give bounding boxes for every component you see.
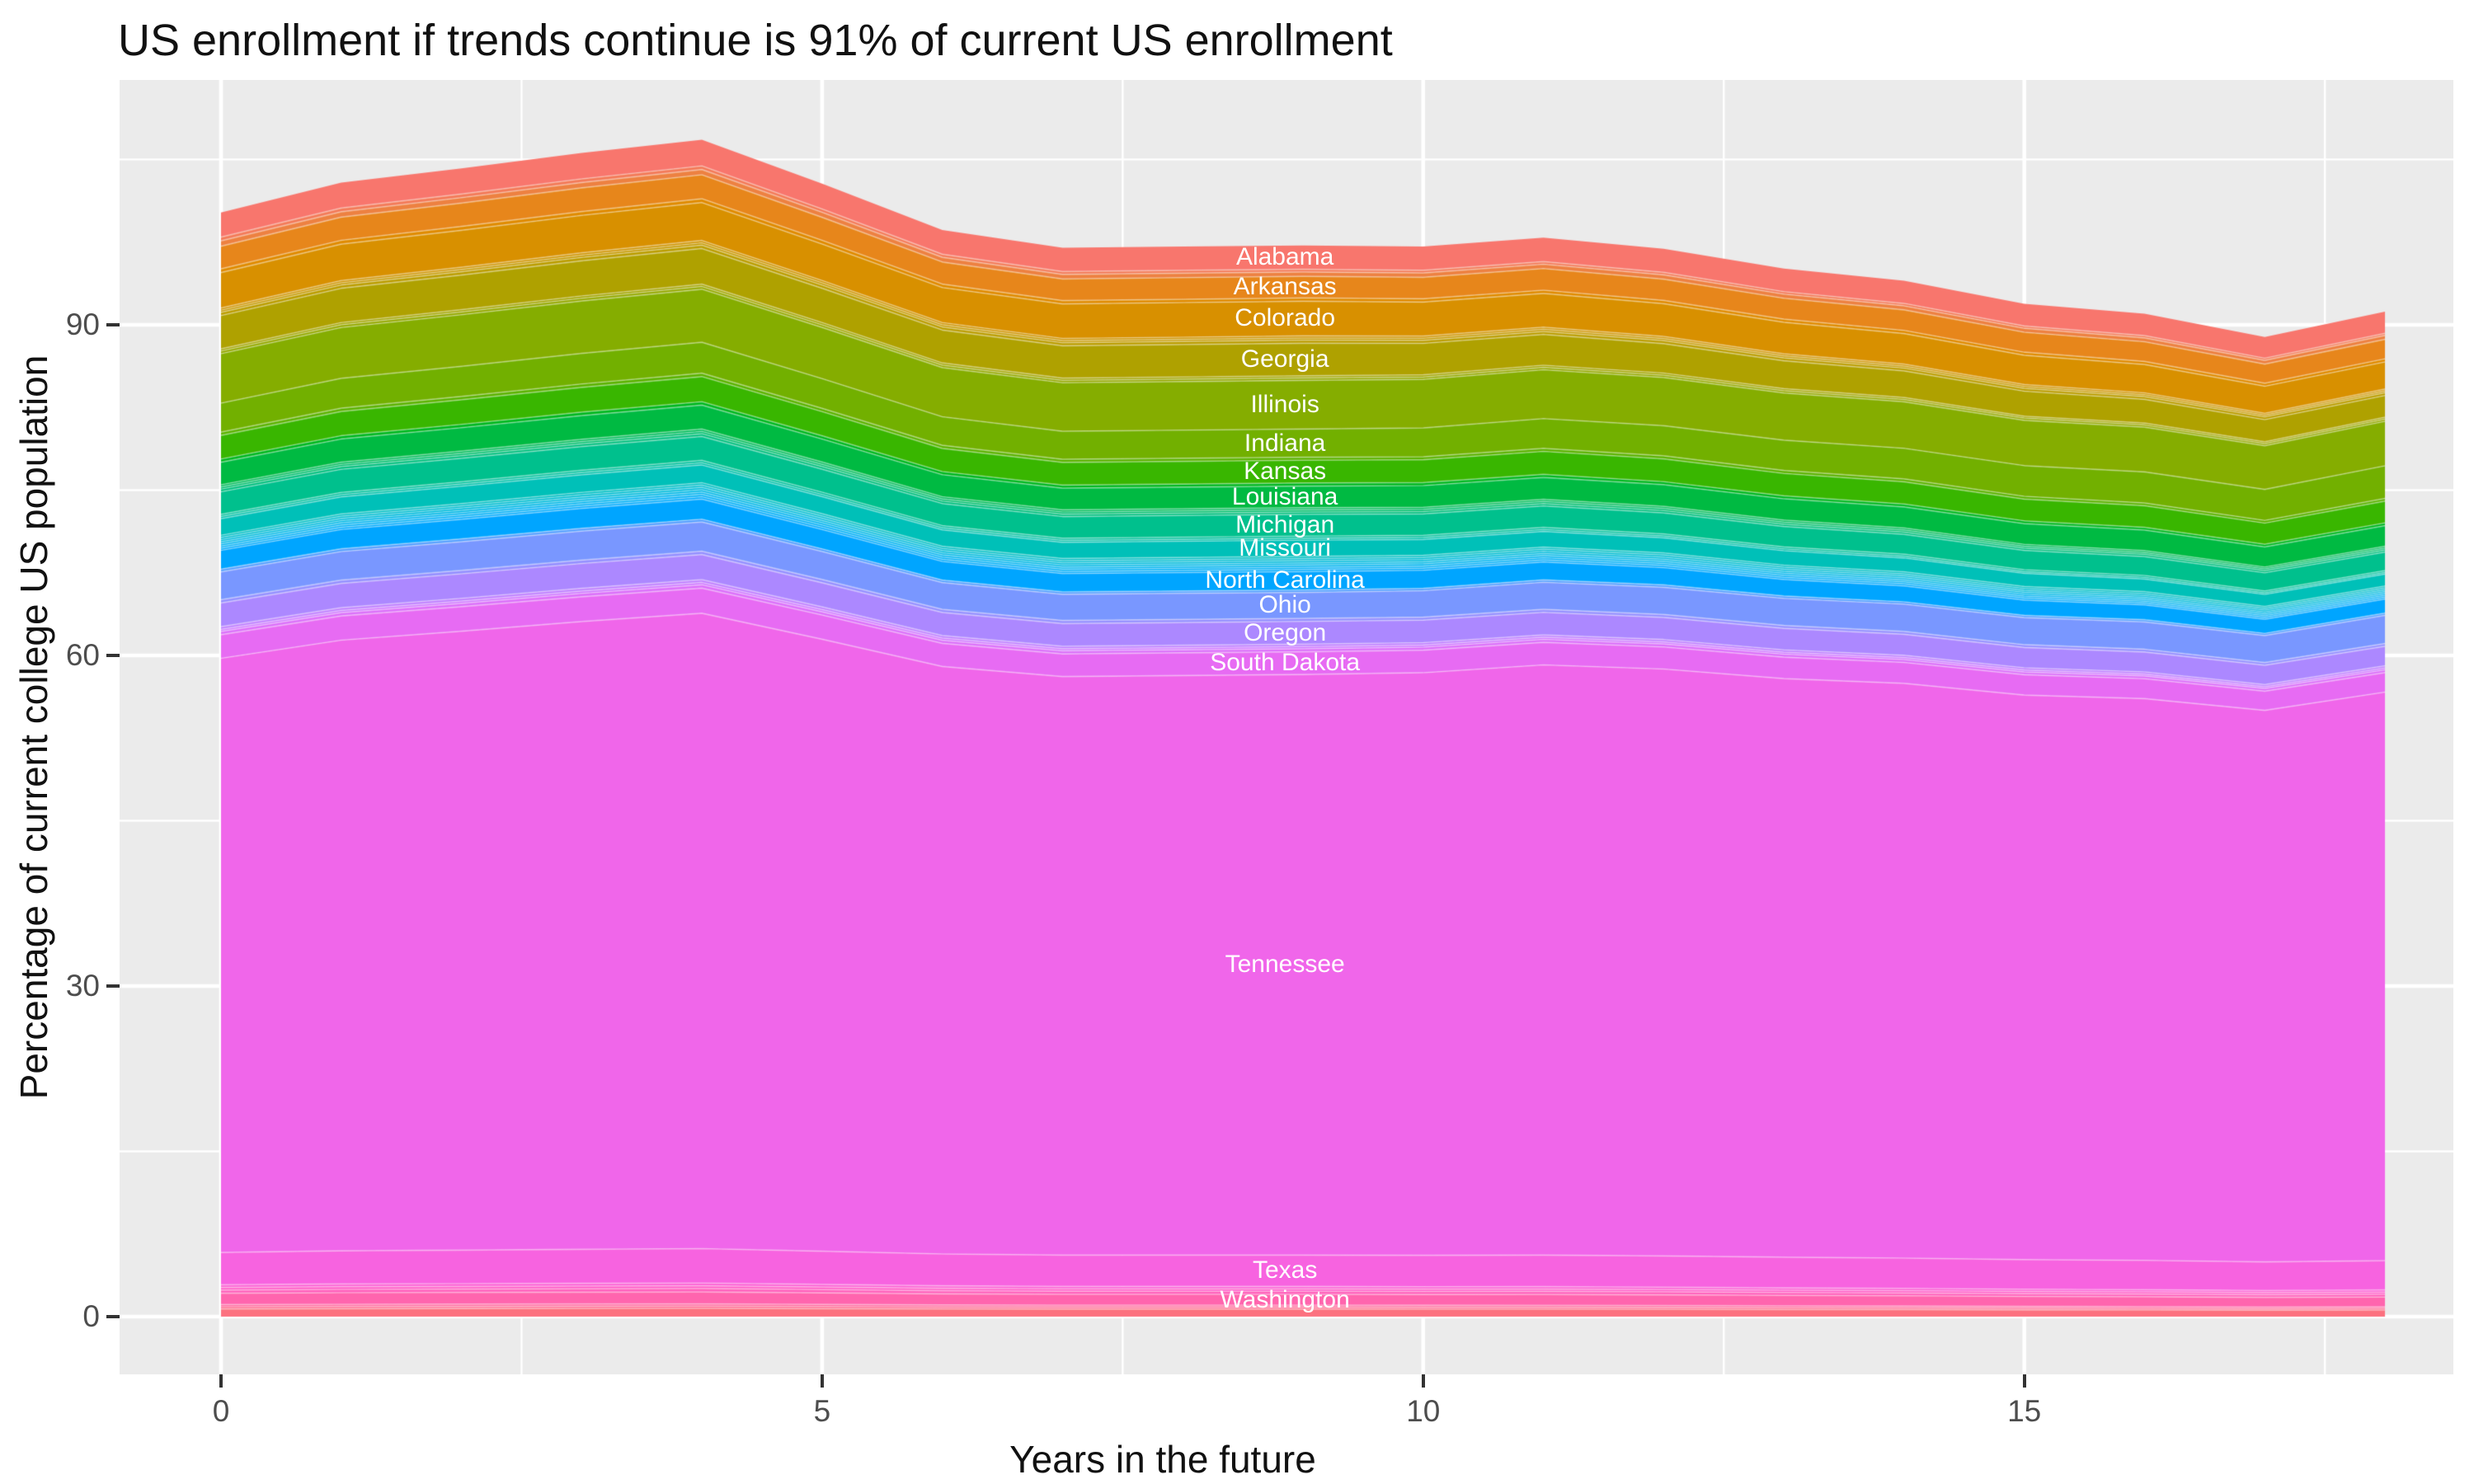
band-label-tennessee: Tennessee [1225,951,1345,979]
band-label-louisiana: Louisiana [1231,482,1338,510]
band-label-texas: Texas [1252,1256,1318,1284]
band-label-alabama: Alabama [1235,243,1334,271]
band-label-washington: Washington [1220,1285,1350,1313]
plot-panel: Alabama Arkansas Colorado Georgia Illinois In… [120,80,2453,1374]
x-tick-mark [1421,1374,1425,1388]
band-label-arkansas: Arkansas [1233,273,1337,301]
stacked-area-plot [120,80,2453,1374]
x-tick-label: 10 [1406,1394,1441,1428]
band-label-georgia: Georgia [1240,345,1329,373]
y-tick-label: 30 [65,968,100,1003]
y-tick-mark [106,653,120,657]
x-tick-mark [2022,1374,2026,1388]
band-label-kansas: Kansas [1244,458,1327,486]
band-label-illinois: Illinois [1250,390,1319,418]
band-label-south-dakota: South Dakota [1210,649,1361,677]
x-tick-mark [820,1374,824,1388]
band-label-michigan: Michigan [1235,511,1335,539]
band-label-ohio: Ohio [1258,591,1311,619]
band-label-missouri: Missouri [1239,534,1331,562]
y-tick-label: 90 [65,307,100,341]
y-tick-mark [106,984,120,988]
y-axis-title: Percentage of current college US populat… [12,355,55,1100]
band-label-north-carolina: North Carolina [1205,566,1365,594]
band-label-colorado: Colorado [1235,304,1336,332]
y-tick-mark [106,1315,120,1318]
y-tick-mark [106,322,120,326]
x-axis-title: Years in the future [1009,1438,1316,1481]
x-tick-label: 0 [212,1394,230,1428]
x-tick-label: 15 [2007,1394,2042,1428]
chart-title: US enrollment if trends continue is 91% … [118,16,1393,65]
band-label-oregon: Oregon [1244,618,1327,646]
y-tick-label: 0 [82,1299,100,1333]
y-tick-label: 60 [65,637,100,672]
band-label-indiana: Indiana [1244,429,1326,457]
x-tick-mark [219,1374,223,1388]
x-tick-label: 5 [813,1394,831,1428]
